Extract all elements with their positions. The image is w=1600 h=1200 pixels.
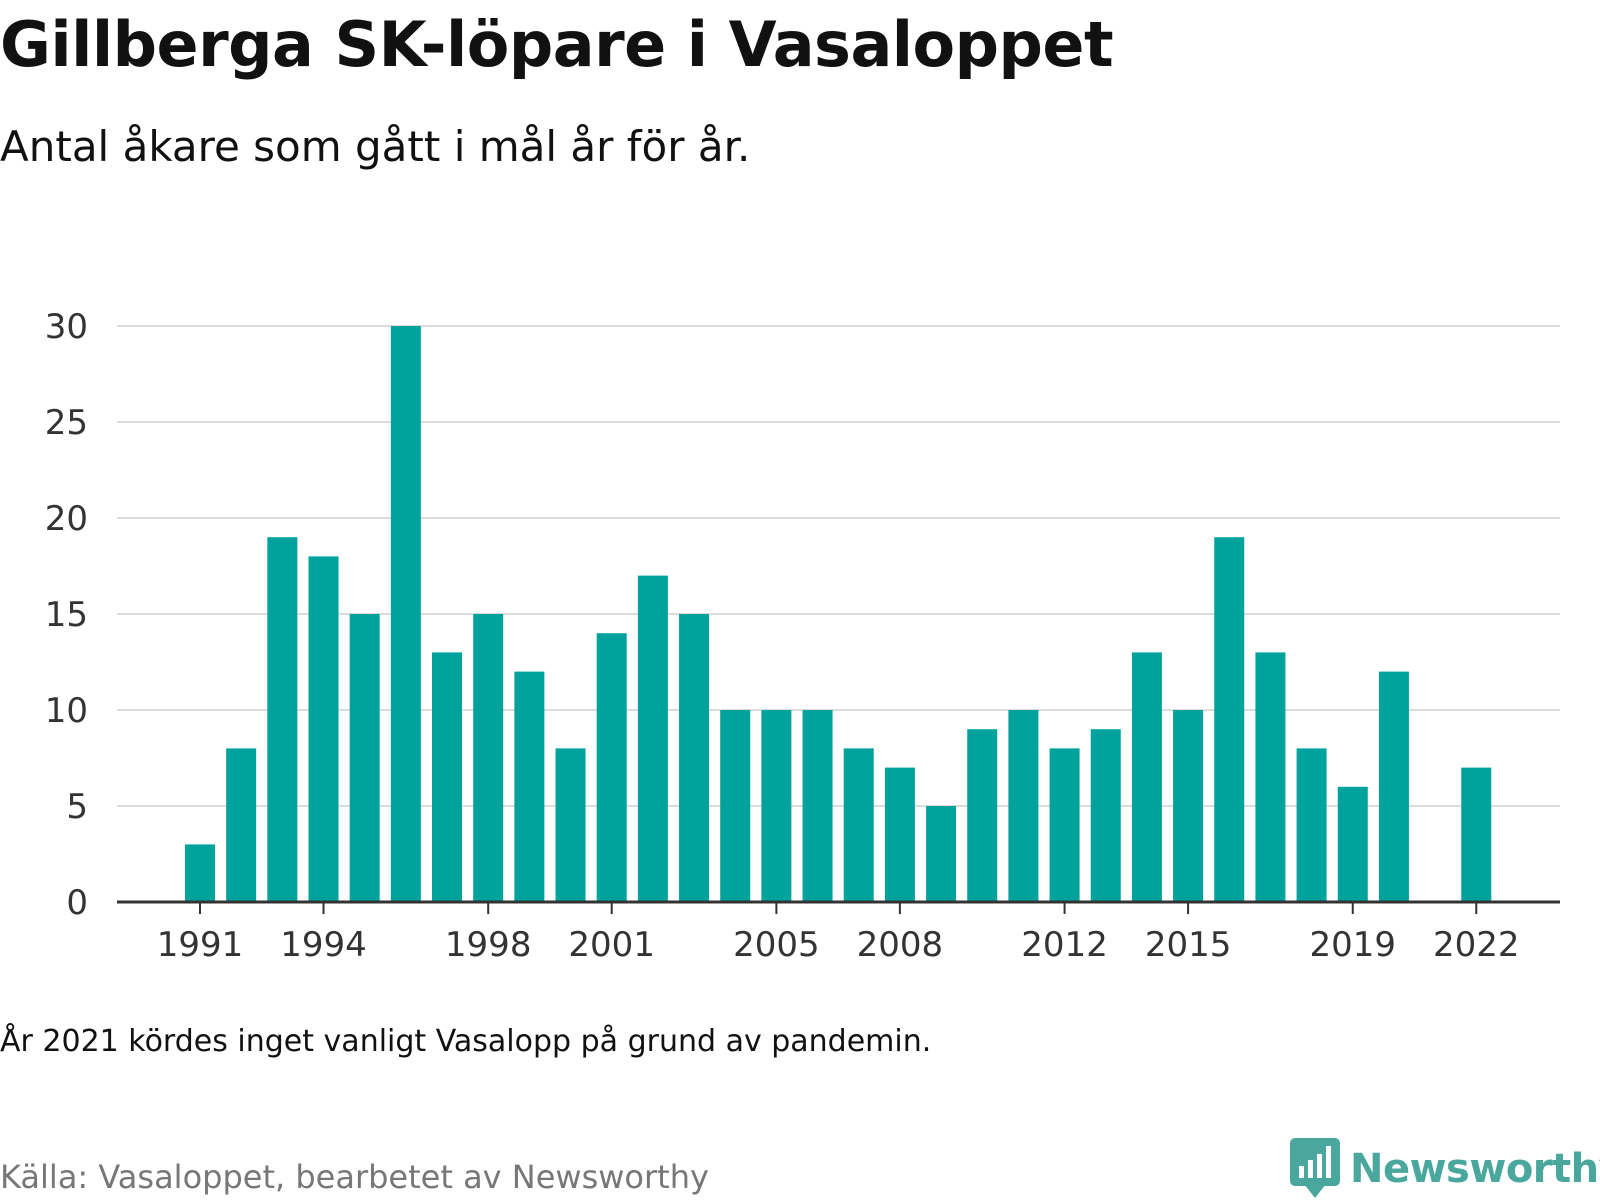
logo-name: Newsworthy: [1350, 1146, 1600, 1192]
bar-2020: [1378, 671, 1409, 902]
bar-2001: [596, 633, 627, 902]
bar-2016: [1214, 537, 1245, 902]
bar-1996: [390, 326, 421, 902]
bar-chart: 0 5 10 15 20 25 30 1991 1994 1998 2001 2005 2008 201…: [45, 307, 1560, 965]
bar-2002: [637, 575, 668, 902]
source-credit: Källa: Vasaloppet, bearbetet av Newswort…: [0, 1158, 709, 1196]
bars: [185, 326, 1492, 902]
bar-2015: [1173, 710, 1204, 902]
bar-2007: [843, 748, 874, 902]
x-tick-label: 2012: [1021, 925, 1108, 965]
newsworthy-logo-icon: [1290, 1138, 1340, 1198]
x-tick-label: 2015: [1145, 925, 1232, 965]
bar-2003: [679, 614, 710, 902]
chart-title: Gillberga SK-löpare i Vasaloppet: [0, 8, 1114, 81]
x-tick-label: 2008: [857, 925, 944, 965]
bar-1992: [226, 748, 257, 902]
x-tick-label: 2022: [1433, 925, 1520, 965]
y-tick-label: 20: [45, 499, 88, 539]
bar-2019: [1337, 786, 1368, 902]
bar-2005: [761, 710, 792, 902]
bar-2000: [555, 748, 586, 902]
bar-1995: [349, 614, 380, 902]
bar-1999: [514, 671, 545, 902]
bar-2006: [802, 710, 833, 902]
bar-2009: [926, 806, 957, 902]
x-tick-label: 2005: [733, 925, 820, 965]
bar-2012: [1049, 748, 1080, 902]
x-tick-label: 2019: [1309, 925, 1396, 965]
y-tick-label: 0: [66, 883, 88, 923]
bar-2018: [1296, 748, 1327, 902]
bar-2017: [1255, 652, 1286, 902]
newsworthy-logo: Newsworthy: [1290, 1138, 1600, 1200]
y-tick-label: 15: [45, 595, 88, 635]
bar-2004: [720, 710, 751, 902]
bar-2011: [1008, 710, 1039, 902]
bar-1997: [432, 652, 463, 902]
bar-1994: [308, 556, 339, 902]
bar-2014: [1131, 652, 1162, 902]
bar-1991: [185, 844, 215, 902]
chart-subtitle: Antal åkare som gått i mål år för år.: [0, 122, 751, 171]
x-tick-label: 2001: [568, 925, 655, 965]
x-tick-labels: 1991 1994 1998 2001 2005 2008 2012 2015 2019 2022: [157, 925, 1520, 965]
x-tick-label: 1998: [445, 925, 532, 965]
x-tick-label: 1991: [157, 925, 244, 965]
y-tick-label: 10: [45, 691, 88, 731]
footnote: År 2021 kördes inget vanligt Vasalopp på…: [0, 1024, 932, 1059]
y-tick-label: 30: [45, 307, 88, 347]
x-tick-label: 1994: [280, 925, 367, 965]
y-tick-label: 5: [66, 787, 88, 827]
y-tick-labels: 0 5 10 15 20 25 30: [45, 307, 88, 923]
x-axis: [117, 900, 1560, 914]
bar-2022: [1461, 767, 1492, 902]
bar-1998: [473, 614, 504, 902]
bar-1993: [267, 537, 298, 902]
bar-2013: [1090, 729, 1121, 902]
bar-2008: [884, 767, 915, 902]
y-tick-label: 25: [45, 403, 88, 443]
bar-2010: [967, 729, 998, 902]
